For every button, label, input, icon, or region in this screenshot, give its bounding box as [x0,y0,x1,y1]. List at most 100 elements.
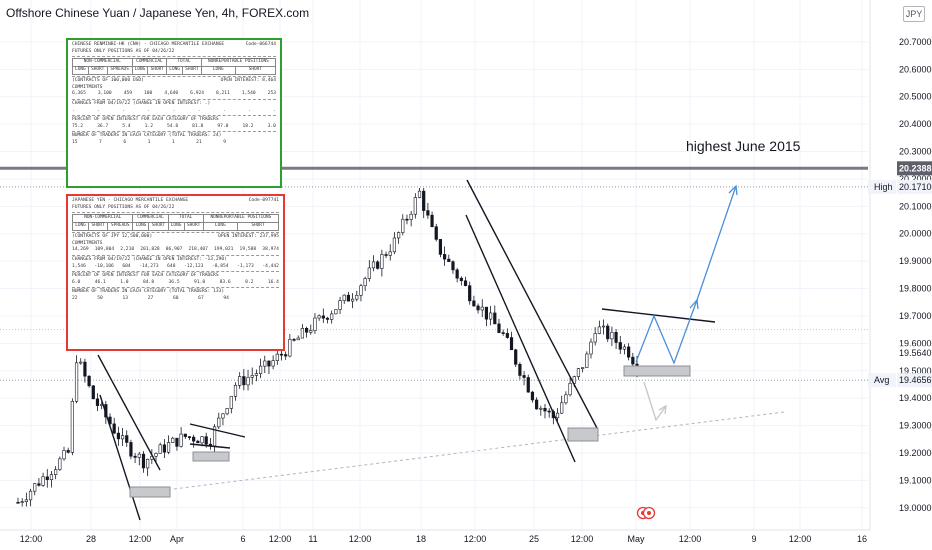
candle-body [49,474,54,480]
cot-percent-value: 18.2 [242,123,254,129]
projection-arrowhead [728,184,738,196]
price-tick-label: 19.7000 [899,311,932,321]
candle-body [514,349,518,365]
cot-commitment-value: 86,907 [165,247,183,253]
trend-drawings [97,179,785,521]
time-axis[interactable]: 12:00 28 12:00 Apr 6 12:00 11 12:00 18 12:00 25 12:… [0,529,870,544]
price-label-value: 19.4656 [899,375,932,385]
candle-body [179,433,183,447]
candle-body [296,337,300,341]
price-tick-label: 20.5000 [899,92,932,102]
cot-percent-line: PERCENT OF OPEN INTEREST FOR EACH CATEGO… [72,117,219,123]
cot-group-header: NON-COMMERCIAL [71,214,134,224]
currency-badge[interactable]: JPY [903,6,925,22]
candle-body [576,368,581,377]
candle-body [447,258,451,262]
cot-commitment-value: 459 [123,91,132,97]
cot-col-header: SPREADS [106,66,133,76]
projection-arrowhead-down [658,404,667,415]
cot-col-header: LONG [132,222,150,232]
candle-body [221,413,225,419]
cot-contracts: (CONTRACTS OF 100,000 USD) [72,78,144,84]
event-icon[interactable] [636,503,656,523]
cot-commitment-value: 199,021 [214,247,234,253]
candle-body [443,254,447,260]
cot-trader-value: 50 [97,295,103,301]
candle-body [539,407,543,410]
projection-arrowhead-2 [689,298,699,310]
cot-report-jpy: JAPANESE YEN - CHICAGO MERCANTILE EXCHAN… [66,194,285,351]
candle-body [54,469,58,475]
candle-body [200,436,204,444]
price-tick-label: 19.2000 [899,448,932,458]
cot-group-header: COMMERCIAL [131,58,168,68]
candle-body [459,277,463,282]
candle-body [217,417,221,428]
support-dashed-line [149,411,785,493]
candle-body [62,450,66,460]
price-tick-label: 19.0000 [899,503,932,513]
candle-body [430,214,434,228]
candle-body [484,306,489,320]
candle-body [116,432,120,440]
candle-body [501,332,505,334]
cot-commitment-value: 201,828 [140,247,160,253]
candle-body [568,383,572,396]
candle-body [597,326,601,334]
zone-1 [129,486,171,498]
candle-body [250,375,254,378]
cot-col-header: LONG [202,222,238,232]
cot-traders-line: NUMBER OF TRADERS IN EACH CATEGORY (TOTA… [72,133,222,139]
price-label-value: 20.2388 [899,163,932,173]
candle-body [346,294,351,302]
cot-percent-value: 1.2 [144,123,153,129]
cot-commitment-value: 2,210 [120,247,135,253]
cot-commitment-value: 6,924 [190,91,204,97]
candle-body [313,317,317,331]
cot-percent-line: PERCENT OF OPEN INTEREST FOR EACH CATEGO… [72,273,219,279]
cot-header-right: Code-097741 [248,198,279,203]
candle-body [304,327,309,333]
candle-body [125,435,129,443]
time-tick-label: 28 [86,534,96,544]
cot-trader-value: 94 [223,295,229,301]
candle-body [120,435,125,440]
price-axis[interactable]: 19.0000 19.1000 19.2000 19.3000 19.4000 19.50… [868,0,932,550]
cot-subheader: FUTURES ONLY POSITIONS AS OF 04/26/22 [72,48,175,54]
cot-trader-value: 60 [172,295,179,301]
candle-body [455,269,459,279]
price-tick-label: 20.1000 [899,201,932,211]
cot-change-value: . [147,107,151,113]
cot-commitment-value: 38,974 [262,247,279,253]
cot-col-header: LONG [166,66,183,76]
cot-col-header: LONG [72,66,89,76]
cot-commitment-value: 218,407 [188,247,208,253]
highest-june-2015-annotation: highest June 2015 [686,138,801,154]
price-tick-label: 20.0000 [899,229,932,239]
cot-commitment-value: 19,588 [239,247,257,253]
zone-4 [623,365,691,377]
candle-body [330,313,334,320]
candle-body [275,353,279,361]
candle-body [129,442,133,457]
candle-body [564,394,568,404]
candle-body [79,361,83,364]
candle-body [292,339,296,341]
cot-trader-value: 13 [122,295,129,301]
candle-body [585,353,589,368]
candle-body [87,375,91,387]
cot-percent-value: 84.8 [143,279,155,285]
candle-body [183,433,187,437]
candle-body [162,444,166,453]
cot-contracts: (CONTRACTS OF JPY 12,500,000) [72,234,153,240]
candle-body [422,190,426,211]
cot-percent-value: 3.0 [267,123,276,129]
candle-body [530,391,535,401]
candle-body [359,285,363,296]
candle-body [284,354,288,357]
time-tick-label: 12:00 [464,534,487,544]
time-tick-label: May [627,534,645,544]
zone-3 [567,427,599,442]
price-label-box [897,179,932,194]
